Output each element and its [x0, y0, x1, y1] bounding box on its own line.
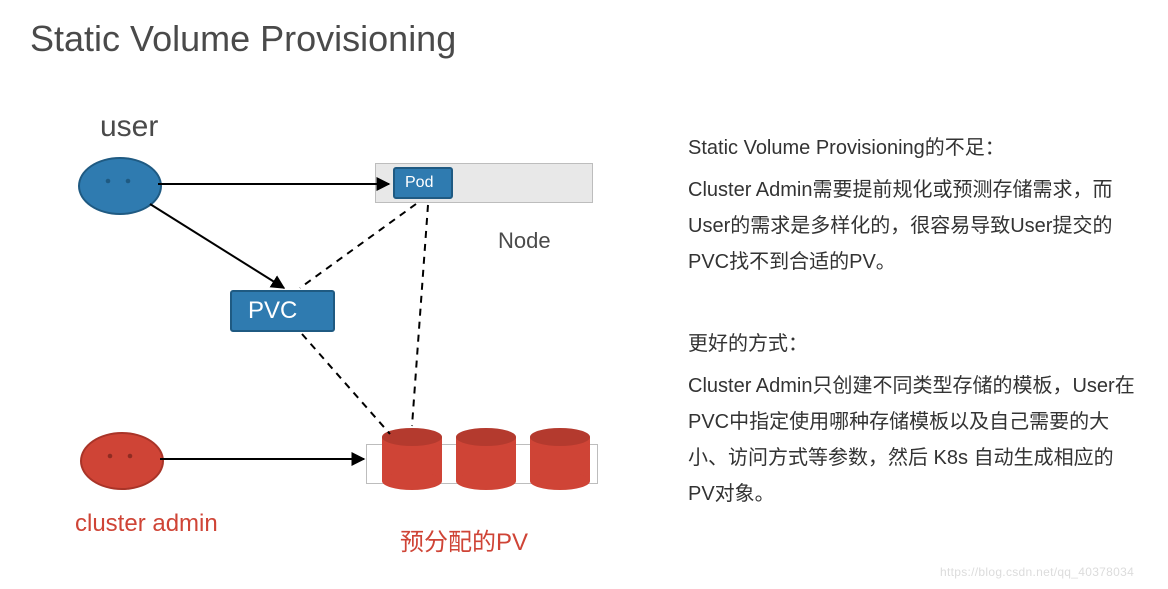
edge-pod-to-pv [412, 205, 428, 426]
explanation-para-3: 更好的方式： [688, 326, 1138, 362]
edge-pod-to-pvc [300, 204, 416, 288]
edge-pvc-to-pv [302, 334, 390, 434]
explanation-para-0: Static Volume Provisioning的不足： [688, 130, 1138, 166]
pod-label: Pod [405, 174, 433, 192]
page-title: Static Volume Provisioning [30, 18, 456, 60]
pvc-label: PVC [248, 297, 297, 325]
faces-group [106, 179, 133, 459]
pv-cylinder-3 [530, 428, 590, 490]
watermark: https://blog.csdn.net/qq_40378034 [940, 565, 1134, 579]
pv-cyl-2-top [456, 428, 516, 446]
label-prealloc-pv: 预分配的PV [400, 522, 528, 557]
pv-cyl-1-bot [382, 472, 442, 490]
explanation-para-2 [688, 286, 1138, 322]
pv-cyl-3-top [530, 428, 590, 446]
pv-cyl-3-bot [530, 472, 590, 490]
pv-cylinder-2 [456, 428, 516, 490]
explanation-para-4: Cluster Admin只创建不同类型存储的模板，User在PVC中指定使用哪… [688, 368, 1138, 512]
explanation-text: Static Volume Provisioning的不足： Cluster Ad… [688, 130, 1138, 518]
pv-cylinder-1 [382, 428, 442, 490]
title-bold: Static [30, 18, 120, 59]
label-node: Node [498, 228, 551, 254]
user-ellipse [78, 157, 162, 215]
edge-user-to-pvc [150, 204, 284, 288]
pvc-box: PVC [230, 290, 335, 332]
label-cluster-admin: cluster admin [75, 510, 218, 538]
explanation-para-1: Cluster Admin需要提前规化或预测存储需求，而User的需求是多样化的… [688, 172, 1138, 280]
admin-ellipse [80, 432, 164, 490]
pod-box: Pod [393, 167, 453, 199]
title-rest: Volume Provisioning [120, 18, 456, 59]
pv-cyl-1-top [382, 428, 442, 446]
label-user: user [100, 110, 158, 144]
pv-cyl-2-bot [456, 472, 516, 490]
